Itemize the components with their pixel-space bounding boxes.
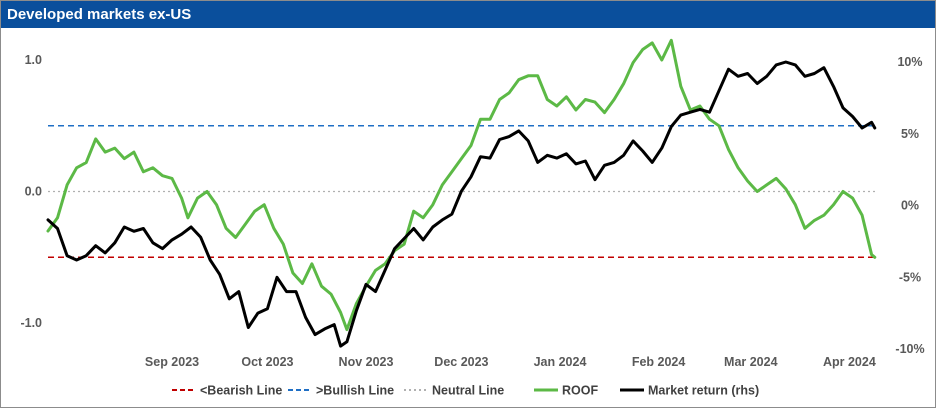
- right-axis-tick-label: 5%: [901, 127, 919, 141]
- right-axis-tick-label: 10%: [897, 55, 922, 69]
- legend-label: Neutral Line: [432, 384, 504, 398]
- right-axis-tick-label: 0%: [901, 199, 919, 213]
- legend-label: >Bullish Line: [316, 384, 394, 398]
- roof-series-line: [46, 38, 877, 332]
- legend-label: <Bearish Line: [200, 384, 282, 398]
- x-axis-tick-label: Nov 2023: [339, 355, 394, 369]
- left-axis-ticks: 1.0 0.0 -1.0: [20, 53, 42, 330]
- right-axis-ticks: 10% 5% 0% -5% -10%: [895, 55, 924, 356]
- x-axis-tick-label: Dec 2023: [434, 355, 488, 369]
- x-axis-tick-label: Oct 2023: [241, 355, 293, 369]
- legend-label: ROOF: [562, 384, 598, 398]
- left-axis-tick-label: -1.0: [20, 316, 42, 330]
- left-axis-tick-label: 1.0: [25, 53, 42, 67]
- x-axis-tick-label: Sep 2023: [145, 355, 199, 369]
- market-return-rhs-series-line: [46, 60, 877, 348]
- series-lines: [46, 38, 877, 348]
- legend-label: Market return (rhs): [648, 384, 759, 398]
- x-axis-tick-label: Mar 2024: [724, 355, 778, 369]
- left-axis-tick-label: 0.0: [25, 185, 42, 199]
- x-axis-tick-label: Feb 2024: [632, 355, 686, 369]
- right-axis-tick-label: -5%: [899, 270, 921, 284]
- legend: <Bearish Line >Bullish Line Neutral Line RO…: [172, 384, 759, 398]
- x-axis-ticks: Sep 2023 Oct 2023 Nov 2023 Dec 2023 Jan 2024…: [145, 355, 876, 369]
- x-axis-tick-label: Apr 2024: [823, 355, 876, 369]
- chart-title: Developed markets ex-US: [1, 1, 935, 28]
- x-axis-tick-label: Jan 2024: [534, 355, 587, 369]
- right-axis-tick-label: -10%: [895, 342, 924, 356]
